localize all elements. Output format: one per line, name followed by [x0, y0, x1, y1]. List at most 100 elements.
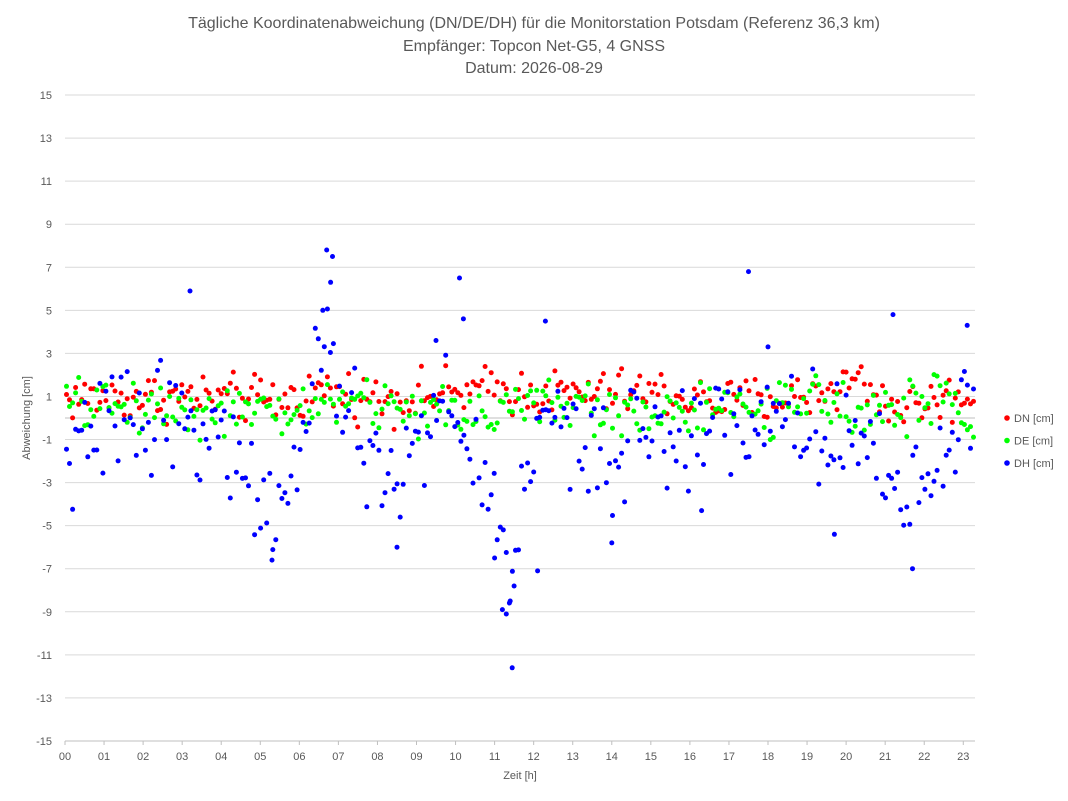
data-point — [236, 440, 242, 446]
data-point — [828, 381, 834, 387]
data-point — [258, 377, 264, 383]
x-axis-label: Zeit [h] — [503, 770, 537, 782]
data-point — [610, 400, 615, 406]
x-tick-label: 07 — [332, 751, 344, 763]
data-point — [916, 500, 922, 506]
data-point — [600, 405, 606, 411]
data-point — [855, 461, 861, 467]
data-point — [643, 434, 649, 440]
data-point — [161, 417, 167, 423]
data-point — [406, 413, 412, 419]
data-point — [285, 405, 291, 411]
data-point — [646, 381, 652, 386]
data-point — [619, 433, 625, 439]
data-point — [197, 477, 203, 483]
data-point — [194, 396, 200, 402]
data-point — [549, 420, 555, 426]
data-point — [931, 478, 937, 484]
data-point — [367, 438, 373, 444]
data-point — [152, 437, 157, 443]
data-point — [145, 397, 151, 403]
data-point — [576, 458, 582, 464]
data-point — [233, 469, 239, 475]
data-point — [661, 409, 667, 415]
data-point — [470, 480, 476, 486]
data-point — [594, 397, 600, 403]
data-point — [543, 383, 549, 389]
data-point — [949, 429, 955, 435]
data-point — [431, 392, 437, 398]
data-point — [658, 421, 664, 427]
data-point — [658, 413, 664, 419]
data-point — [558, 424, 564, 430]
data-point — [97, 406, 103, 412]
data-point — [579, 398, 585, 403]
data-point — [485, 388, 491, 394]
data-point — [267, 396, 273, 402]
data-point — [955, 410, 961, 416]
legend-label: DE [cm] — [1014, 436, 1053, 448]
data-point — [136, 430, 142, 436]
data-point — [109, 374, 115, 380]
data-point — [300, 419, 306, 425]
data-point — [719, 396, 725, 402]
data-point — [491, 392, 497, 398]
data-point — [155, 401, 160, 407]
data-point — [880, 491, 885, 497]
y-tick-label: -11 — [37, 650, 52, 662]
data-point — [509, 409, 515, 415]
data-point — [218, 391, 224, 397]
data-point — [376, 425, 382, 431]
y-axis-label: Abweichung [cm] — [21, 376, 33, 460]
data-point — [461, 405, 467, 411]
data-point — [176, 421, 182, 427]
data-point — [446, 384, 452, 390]
data-point — [261, 477, 267, 483]
data-point — [570, 381, 576, 387]
data-point — [373, 430, 379, 436]
data-point — [179, 382, 185, 388]
data-point — [919, 394, 925, 399]
data-point — [795, 410, 801, 416]
data-point — [321, 393, 327, 399]
data-point — [597, 446, 603, 452]
data-point — [758, 399, 764, 405]
data-point — [519, 370, 524, 376]
y-tick-label: -7 — [42, 564, 52, 576]
data-point — [819, 390, 825, 396]
data-point — [479, 502, 485, 508]
data-point — [904, 504, 910, 510]
data-point — [670, 415, 676, 421]
data-point — [591, 406, 597, 412]
data-point — [919, 475, 925, 481]
data-point — [358, 444, 364, 450]
data-point — [807, 388, 813, 394]
data-point — [637, 437, 643, 443]
data-point — [233, 385, 239, 391]
data-point — [949, 419, 955, 425]
data-point — [828, 419, 834, 425]
data-point — [555, 388, 561, 394]
data-point — [928, 493, 934, 499]
data-point — [203, 436, 209, 442]
data-point — [858, 405, 864, 411]
data-point — [622, 499, 628, 505]
data-point — [846, 385, 852, 391]
data-point — [767, 394, 773, 400]
data-point — [187, 288, 193, 294]
data-point — [542, 318, 548, 324]
data-point — [549, 400, 555, 406]
data-point — [719, 408, 725, 414]
data-point — [158, 385, 164, 391]
data-point — [379, 411, 385, 417]
data-point — [152, 415, 157, 421]
data-point — [707, 386, 713, 392]
data-point — [64, 383, 69, 389]
data-point — [883, 389, 888, 395]
data-point — [373, 379, 379, 385]
data-point — [145, 378, 151, 384]
data-point — [209, 416, 215, 422]
data-point — [892, 486, 898, 491]
data-point — [127, 415, 133, 421]
data-point — [185, 414, 191, 420]
